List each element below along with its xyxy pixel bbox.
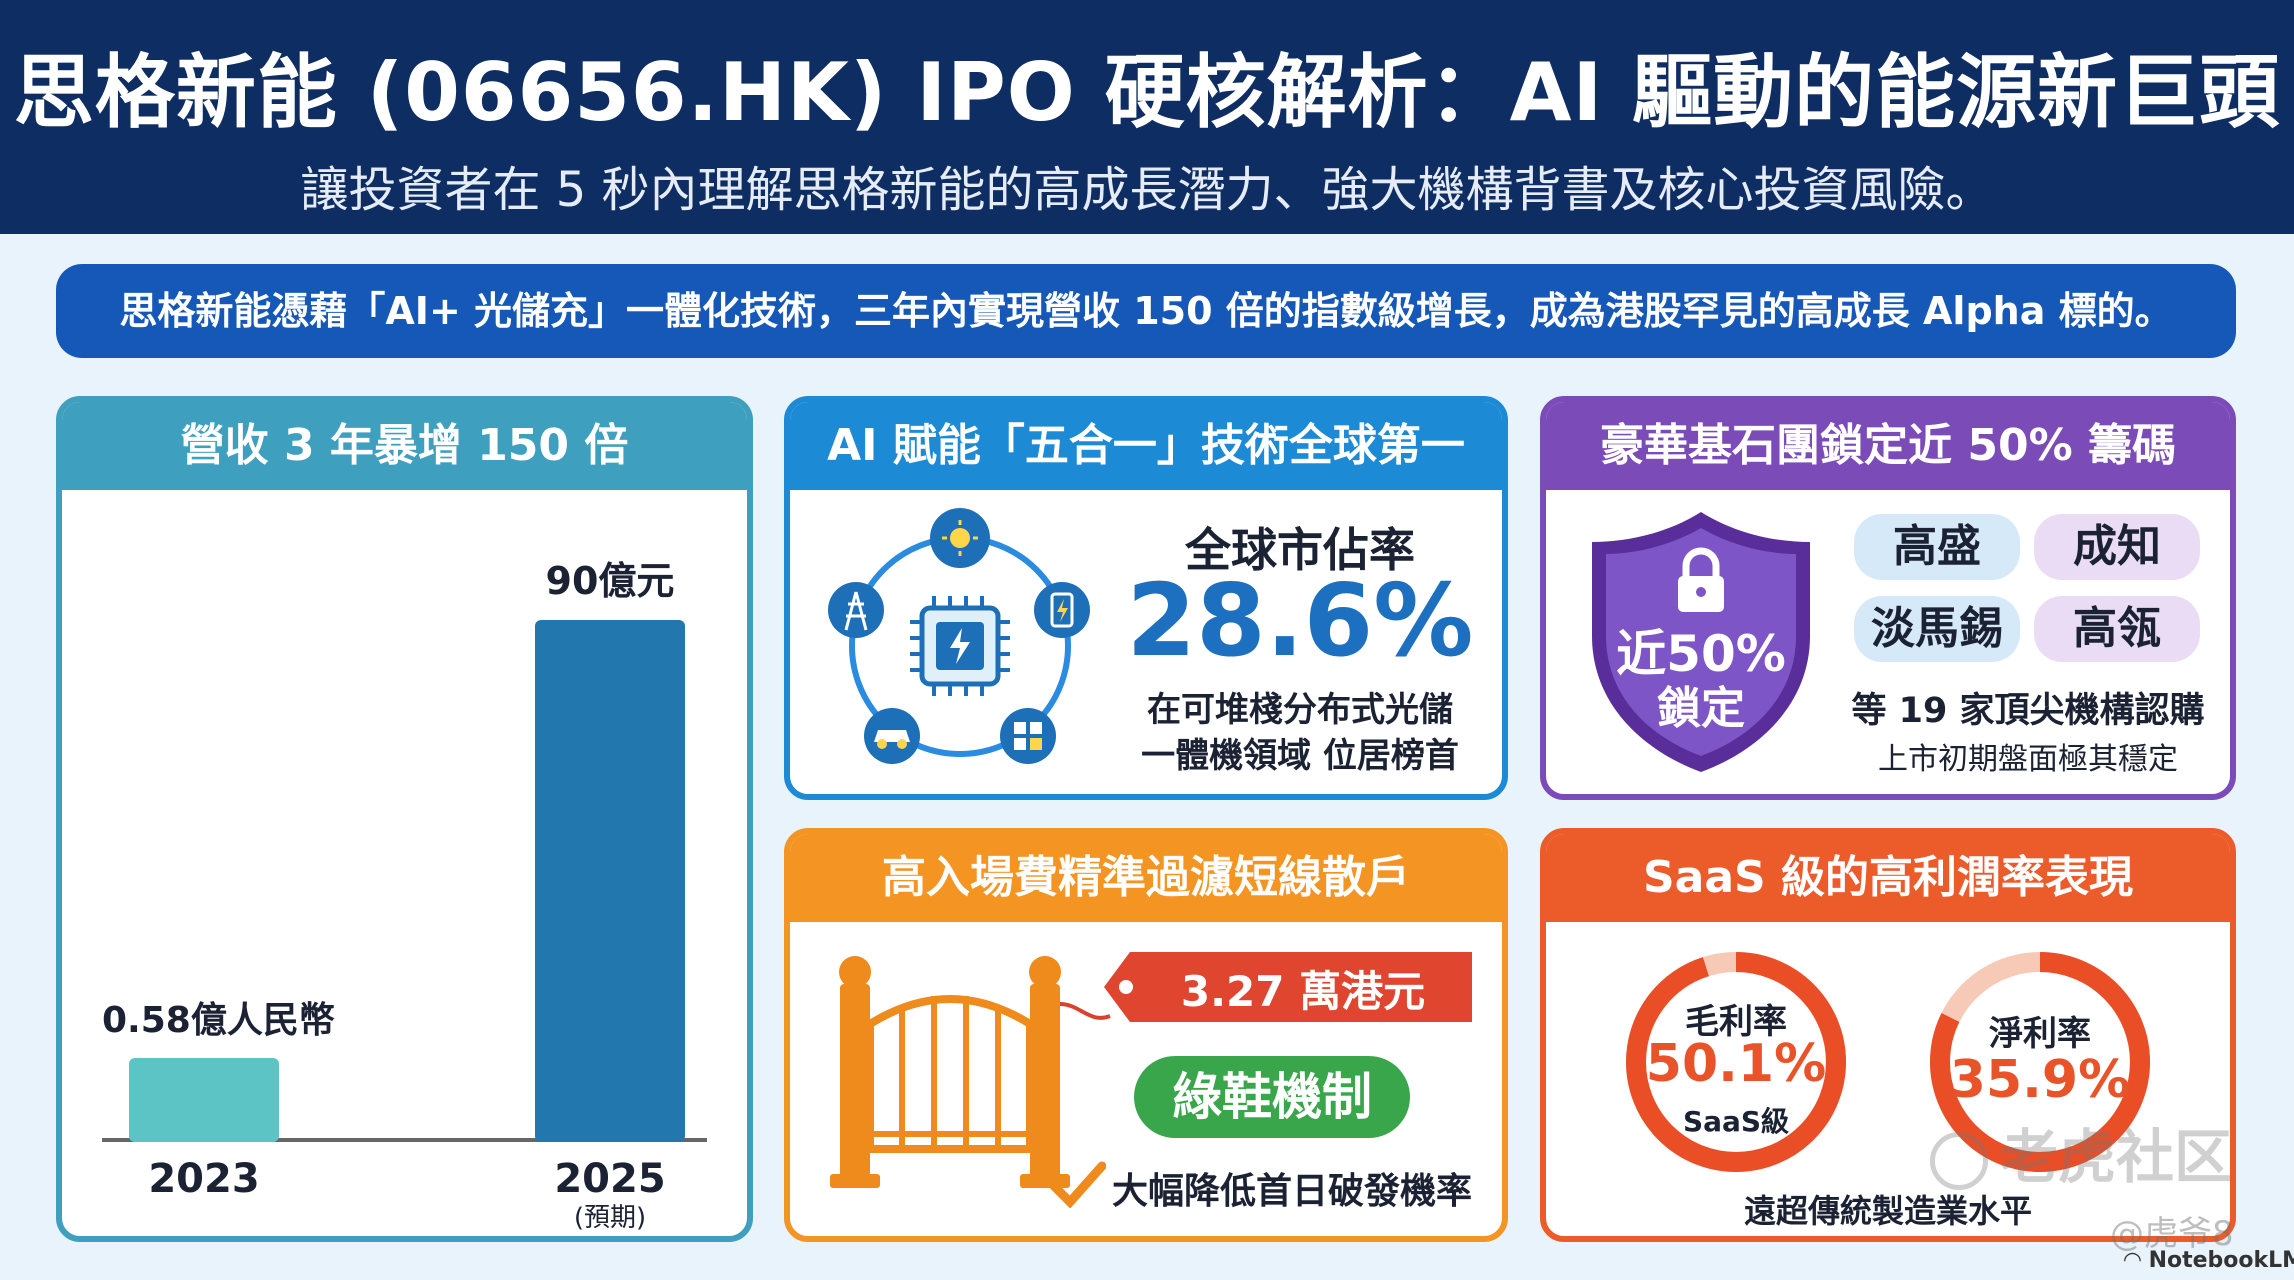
chip-icon	[910, 596, 1010, 696]
community-watermark: 老虎社区	[1930, 1110, 2232, 1194]
market-share-desc-1: 在可堆棧分布式光儲	[1147, 690, 1453, 730]
gross-margin-label: 毛利率	[1685, 1002, 1787, 1042]
revenue-card-title: 營收 3 年暴增 150 倍	[62, 402, 747, 490]
investor-pill: 成知	[2034, 514, 2200, 580]
cornerstone-card-title: 豪華基石團鎖定近 50% 籌碼	[1546, 402, 2230, 490]
fee-benefit: 大幅降低首日破發機率	[1112, 1171, 1473, 1212]
community-watermark-text: 老虎社区	[2000, 1123, 2233, 1191]
net-margin-ring	[1930, 952, 2150, 1172]
page-title: 思格新能 (06656.HK) IPO 硬核解析：AI 驅動的能源新巨頭	[13, 46, 2281, 139]
price-tag-text: 3.27 萬港元	[1180, 967, 1426, 1016]
notebooklm-logo-icon: ◠	[2124, 1248, 2149, 1273]
user-watermark: @虎爷8	[2110, 1214, 2234, 1254]
bar-2025	[535, 620, 685, 1142]
saas-footer: 遠超傳統製造業水平	[1743, 1192, 2032, 1230]
saas-card-title: SaaS 級的高利潤率表現	[1546, 834, 2230, 922]
grid-icon	[1000, 708, 1056, 764]
category-label-2023: 2023	[148, 1156, 259, 1202]
bar-2023	[129, 1058, 279, 1142]
revenue-card: 營收 3 年暴增 150 倍 0.58億人民幣 90億元 2023 2025 (…	[56, 396, 753, 1242]
lock-icon	[1678, 547, 1724, 612]
page-subtitle: 讓投資者在 5 秒內理解思格新能的高成長潛力、強大機構背書及核心投資風險。	[300, 162, 1994, 218]
data-label-2025: 90億元	[546, 559, 675, 603]
gross-margin-value: 50.1%	[1645, 1034, 1827, 1094]
investor-summary: 等 19 家頂尖機構認購	[1851, 691, 2205, 731]
market-share-desc-2: 一體機領域 位居榜首	[1141, 736, 1459, 776]
data-label-2023: 0.58億人民幣	[102, 1000, 335, 1041]
tiger-logo-icon	[1930, 1131, 1988, 1190]
tech-card-title: AI 賦能「五合一」技術全球第一	[790, 402, 1502, 490]
brand-watermark-text: NotebookLM	[2148, 1248, 2294, 1273]
investor-note: 上市初期盤面極其穩定	[1878, 742, 2178, 777]
shield-lock-icon	[1592, 512, 1810, 772]
market-share-label: 全球市佔率	[1185, 523, 1415, 577]
header: 思格新能 (06656.HK) IPO 硬核解析：AI 驅動的能源新巨頭 讓投資…	[0, 0, 2294, 234]
price-tag-icon	[1104, 952, 1472, 1022]
net-margin-value: 35.9%	[1949, 1050, 2131, 1110]
category-note-2025: (預期)	[574, 1203, 646, 1233]
shield-text-1: 近50%	[1616, 625, 1786, 683]
gross-margin-note: SaaS級	[1682, 1105, 1790, 1138]
net-margin-arc	[1930, 952, 2150, 1172]
revenue-bar-chart: 0.58億人民幣 90億元 2023 2025 (預期)	[102, 559, 707, 1233]
fee-card-title: 高入場費精準過濾短線散戶	[790, 834, 1502, 922]
sun-icon	[930, 508, 990, 568]
gross-margin-ring	[1626, 952, 1846, 1172]
gross-margin-arc	[1626, 952, 1846, 1172]
cornerstone-card: 豪華基石團鎖定近 50% 籌碼 近50% 鎖定 高盛 成知 淡馬錫 高瓴 等 1…	[1540, 396, 2236, 800]
checkmark-icon	[1050, 1161, 1106, 1208]
saas-card: SaaS 級的高利潤率表現 毛利率 50.1% SaaS級 淨利率 35.9% …	[1540, 828, 2236, 1242]
summary-banner: 思格新能憑藉「AI+ 光儲充」一體化技術，三年內實現營收 150 倍的指數級增長…	[56, 264, 2236, 358]
battery-icon	[1034, 582, 1090, 638]
tech-diagram	[828, 508, 1090, 764]
brand-watermark: ◠ NotebookLM	[2124, 1248, 2294, 1273]
market-share-value: 28.6%	[1126, 562, 1474, 679]
gate-icon	[830, 956, 1111, 1188]
tech-card: AI 賦能「五合一」技術全球第一	[784, 396, 1508, 800]
shield-text-2: 鎖定	[1657, 683, 1745, 734]
category-label-2025: 2025	[554, 1156, 665, 1202]
tower-icon	[828, 582, 884, 638]
investor-pill: 淡馬錫	[1854, 596, 2020, 662]
investor-pill: 高瓴	[2034, 596, 2200, 662]
fee-card: 高入場費精準過濾短線散戶 3.27 萬港元 綠鞋機制 大幅降低首日破發機率	[784, 828, 1508, 1242]
net-margin-label: 淨利率	[1989, 1014, 2091, 1054]
greenshoe-badge: 綠鞋機制	[1134, 1056, 1410, 1138]
car-icon	[864, 708, 920, 764]
investor-pill: 高盛	[1854, 514, 2020, 580]
